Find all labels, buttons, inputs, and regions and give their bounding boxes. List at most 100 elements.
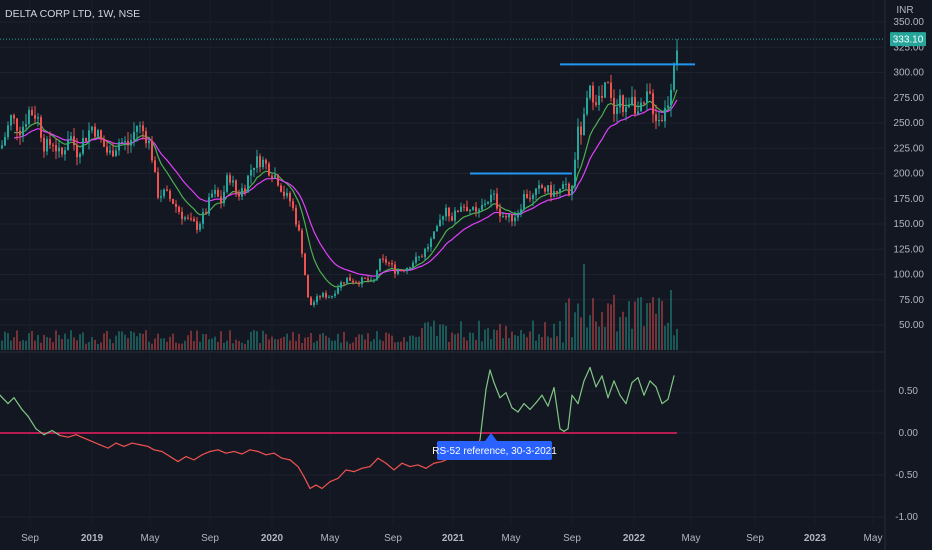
candle-body bbox=[580, 126, 582, 136]
candle-body bbox=[436, 226, 438, 232]
candle-body bbox=[10, 115, 12, 126]
candle-body bbox=[145, 131, 147, 144]
volume-bar bbox=[472, 332, 474, 350]
time-axis[interactable]: Sep 2019 May Sep 2020 May Sep 2021 May Sep 2022 May… bbox=[21, 533, 882, 544]
candle-body bbox=[271, 175, 273, 179]
rs-line-segment bbox=[217, 449, 227, 454]
candle-body bbox=[310, 297, 312, 306]
volume-bar bbox=[85, 343, 87, 350]
volume-bar bbox=[10, 340, 12, 350]
candle-body bbox=[103, 139, 105, 147]
rs-line-segment bbox=[589, 366, 597, 388]
time-tick-label: May bbox=[502, 533, 521, 544]
rs-line-segment bbox=[161, 450, 171, 458]
rs-line-segment bbox=[51, 429, 61, 437]
candle-body bbox=[361, 277, 363, 285]
volume-bar bbox=[136, 336, 138, 350]
candle-body bbox=[619, 95, 621, 108]
rs-reference-label[interactable]: RS-52 reference, 30-3-2021 bbox=[432, 433, 557, 460]
volume-bar bbox=[490, 339, 492, 350]
volume-bar bbox=[205, 334, 207, 350]
volume-bar bbox=[238, 340, 240, 350]
volume-bar bbox=[547, 336, 549, 350]
volume-bar bbox=[574, 312, 576, 350]
volume-bar bbox=[64, 333, 66, 350]
volume-bar bbox=[253, 330, 255, 350]
volume-bar bbox=[82, 332, 84, 350]
candle-body bbox=[91, 126, 93, 131]
volume-bar bbox=[112, 343, 114, 350]
candle-body bbox=[139, 125, 141, 127]
candle-body bbox=[100, 130, 102, 140]
candle-body bbox=[535, 188, 537, 195]
candle-body bbox=[661, 120, 663, 122]
volume-bar bbox=[139, 333, 141, 350]
volume-bar bbox=[325, 335, 327, 350]
volume-bar bbox=[61, 338, 63, 350]
time-tick-label: May bbox=[864, 533, 883, 544]
candle-body bbox=[367, 278, 369, 281]
time-tick-label: Sep bbox=[201, 533, 219, 544]
candle-body bbox=[523, 194, 525, 210]
candle-body bbox=[550, 185, 552, 197]
rs-line-segment bbox=[21, 408, 29, 417]
rs-line-segment bbox=[139, 444, 149, 448]
candle-body bbox=[76, 145, 78, 158]
candle-body bbox=[346, 277, 348, 284]
candle-body bbox=[175, 203, 177, 207]
candle-body bbox=[154, 160, 156, 173]
rs-line-segment bbox=[535, 394, 543, 404]
rs-line-segment bbox=[249, 449, 259, 453]
candle-body bbox=[382, 258, 384, 260]
candle-body bbox=[424, 248, 426, 257]
volume-bar bbox=[367, 333, 369, 350]
volume-bar bbox=[448, 341, 450, 350]
candle-body bbox=[151, 140, 153, 161]
volume-bar bbox=[670, 290, 672, 350]
candle-body bbox=[664, 107, 666, 122]
rs-line-segment bbox=[493, 382, 501, 399]
volume-bar bbox=[394, 342, 396, 350]
volume-bar bbox=[226, 340, 228, 350]
rs-line-segment bbox=[619, 394, 627, 405]
candle-body bbox=[370, 279, 372, 281]
volume-bar bbox=[439, 324, 441, 350]
volume-bar bbox=[529, 331, 531, 350]
volume-bar bbox=[199, 341, 201, 350]
rs-line-segment bbox=[529, 402, 537, 411]
price-axis[interactable]: 350.00 325.00 300.00 275.00 250.00 225.00 200.… bbox=[893, 17, 924, 331]
candle-body bbox=[415, 256, 417, 263]
volume-bar bbox=[88, 341, 90, 350]
candle-body bbox=[478, 209, 480, 212]
volume-bar bbox=[391, 335, 393, 350]
rs-line-segment bbox=[315, 484, 323, 490]
volume-bar bbox=[613, 294, 615, 350]
rs-line-segment bbox=[43, 429, 53, 436]
volume-bar bbox=[154, 338, 156, 350]
candle-body bbox=[454, 210, 456, 221]
volume-bar bbox=[274, 339, 276, 350]
volume-bar bbox=[373, 339, 375, 350]
volume-bar bbox=[649, 303, 651, 350]
volume-bar bbox=[676, 328, 678, 350]
volume-bar bbox=[43, 334, 45, 350]
candle-body bbox=[40, 117, 42, 138]
rs-line-segment bbox=[567, 394, 573, 430]
volume-bar bbox=[268, 339, 270, 350]
candle-body bbox=[400, 270, 402, 272]
candle-body bbox=[178, 206, 180, 212]
time-tick-label: 2023 bbox=[804, 533, 827, 544]
candle-body bbox=[376, 270, 378, 280]
symbol-title: DELTA CORP LTD, 1W, NSE bbox=[5, 8, 140, 20]
volume-bar bbox=[478, 320, 480, 350]
horizontal-levels[interactable] bbox=[470, 63, 695, 175]
candle-body bbox=[241, 188, 243, 197]
price-tick-label: 350.00 bbox=[893, 17, 924, 28]
rs-line-segment bbox=[541, 394, 549, 407]
volume-bar bbox=[310, 332, 312, 350]
rs-label-text: RS-52 reference, 30-3-2021 bbox=[432, 446, 557, 457]
rs-axis[interactable]: 0.50 0.00 -0.50 -1.00 bbox=[895, 386, 918, 523]
rs-label-box[interactable] bbox=[437, 441, 552, 460]
rs-line-segment bbox=[153, 449, 163, 453]
